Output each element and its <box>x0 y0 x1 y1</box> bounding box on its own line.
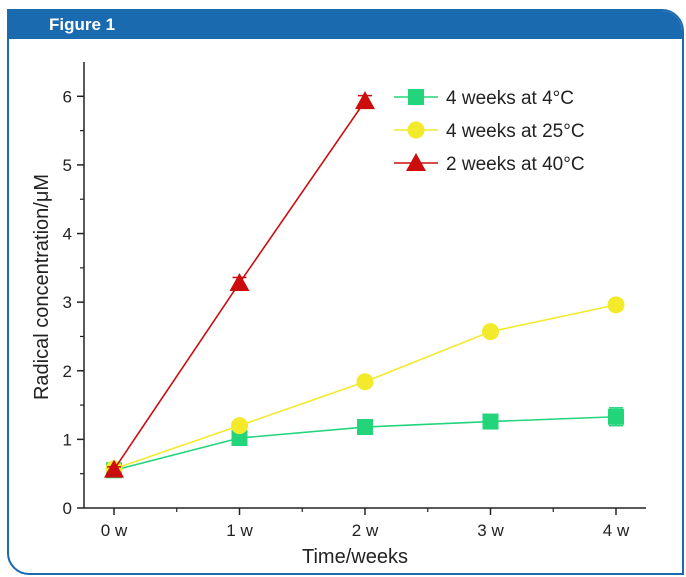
x-tick-label: 1 w <box>226 521 253 540</box>
y-tick-label: 2 <box>63 362 72 381</box>
data-point <box>355 91 375 110</box>
data-point <box>608 408 624 425</box>
data-point <box>231 417 248 435</box>
y-tick-label: 1 <box>63 430 72 449</box>
x-tick-label: 0 w <box>101 521 128 540</box>
series-circle <box>105 296 625 478</box>
y-axis-label: Radical concentration/μM <box>31 174 53 400</box>
x-tick-label: 2 w <box>352 521 379 540</box>
series-triangle <box>104 91 375 478</box>
y-tick-label: 6 <box>63 87 72 106</box>
series-square <box>106 407 624 479</box>
legend-marker <box>408 89 424 105</box>
figure-header: Figure 1 <box>9 11 682 39</box>
data-point <box>357 419 373 436</box>
data-point <box>356 373 374 391</box>
legend-label: 4 weeks at 4°C <box>446 88 574 109</box>
y-tick-label: 5 <box>63 156 72 175</box>
figure-frame: Figure 1 <box>7 9 684 575</box>
data-point <box>229 272 250 291</box>
legend: 4 weeks at 4°C 4 weeks at 25°C 2 weeks at … <box>394 88 585 175</box>
data-point <box>607 296 625 314</box>
data-point <box>104 459 124 478</box>
y-tick-label: 3 <box>63 293 72 312</box>
figure-label: Figure 1 <box>49 15 116 34</box>
y-tick-label: 0 <box>63 499 72 518</box>
axes: 0 1 2 3 4 5 6 0 w 1 w 2 w 3 w 4 w <box>63 62 646 540</box>
y-tick-label: 4 <box>63 225 72 244</box>
data-point <box>482 413 499 430</box>
legend-marker <box>407 121 425 139</box>
data-point <box>231 430 248 447</box>
legend-label: 4 weeks at 25°C <box>446 121 585 142</box>
legend-label: 2 weeks at 40°C <box>446 154 585 175</box>
data-point <box>482 323 499 341</box>
x-tick-label: 4 w <box>603 521 630 540</box>
series-layer <box>104 91 625 479</box>
x-tick-label: 3 w <box>477 521 504 540</box>
legend-marker <box>406 153 426 171</box>
x-axis-label: Time/weeks <box>302 546 408 568</box>
